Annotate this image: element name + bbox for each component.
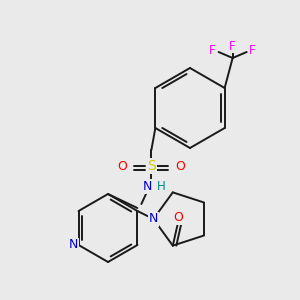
Text: H: H (157, 179, 166, 193)
Text: F: F (249, 44, 256, 56)
Text: N: N (149, 212, 158, 226)
Text: O: O (173, 211, 183, 224)
Text: N: N (69, 238, 78, 251)
Text: O: O (176, 160, 185, 172)
Text: S: S (147, 159, 156, 173)
Text: F: F (209, 44, 216, 56)
Text: O: O (117, 160, 127, 172)
Text: F: F (229, 40, 236, 52)
Text: N: N (143, 179, 152, 193)
